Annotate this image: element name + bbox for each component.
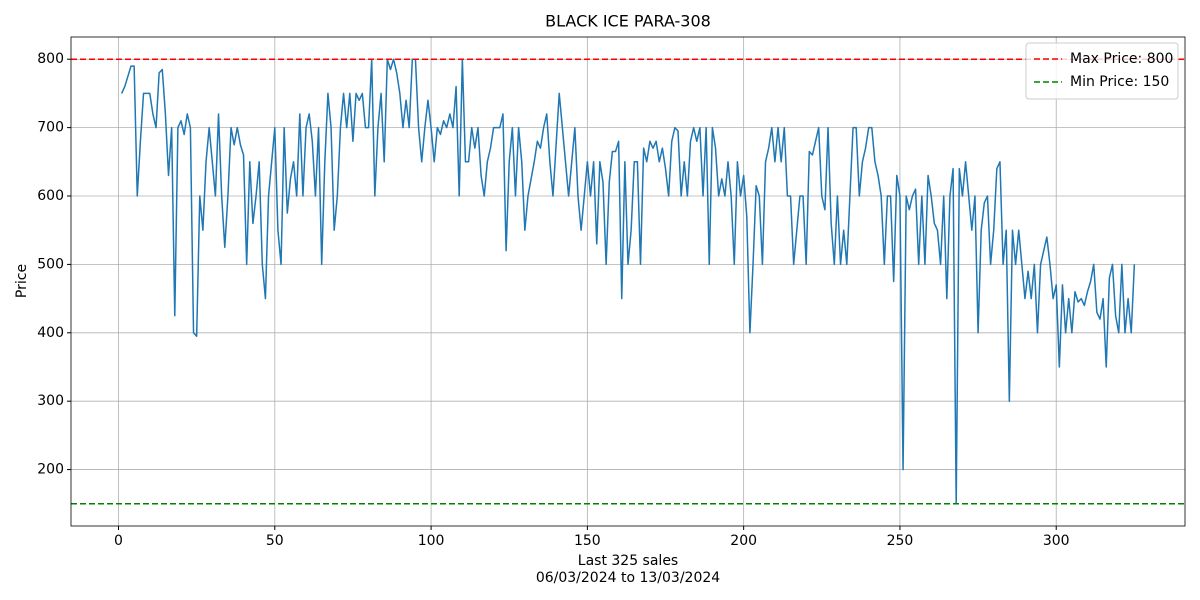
x-axis-label: 06/03/2024 to 13/03/2024 — [536, 570, 720, 586]
y-tick-label: 600 — [37, 188, 64, 204]
x-axis-label: Last 325 sales — [578, 553, 678, 569]
x-tick-label: 0 — [114, 533, 123, 549]
x-tick-label: 150 — [574, 533, 601, 549]
price-line — [120, 58, 1136, 505]
y-tick-label: 800 — [37, 51, 64, 67]
x-tick-label: 200 — [730, 533, 757, 549]
legend-label: Max Price: 800 — [1070, 51, 1173, 67]
y-tick-label: 500 — [37, 256, 64, 272]
y-tick-label: 300 — [37, 393, 64, 409]
y-tick-label: 400 — [37, 325, 64, 341]
x-tick-label: 50 — [266, 533, 284, 549]
y-tick-label: 700 — [37, 120, 64, 136]
chart-title: BLACK ICE PARA-308 — [545, 12, 711, 31]
axes-frame — [70, 36, 1186, 527]
y-axis-label: Price — [14, 264, 30, 298]
legend-box — [1025, 42, 1179, 100]
x-tick-label: 100 — [418, 533, 445, 549]
x-tick-label: 250 — [887, 533, 914, 549]
legend-label: Min Price: 150 — [1070, 74, 1169, 90]
x-tick-label: 300 — [1043, 533, 1070, 549]
y-tick-label: 200 — [37, 462, 64, 478]
